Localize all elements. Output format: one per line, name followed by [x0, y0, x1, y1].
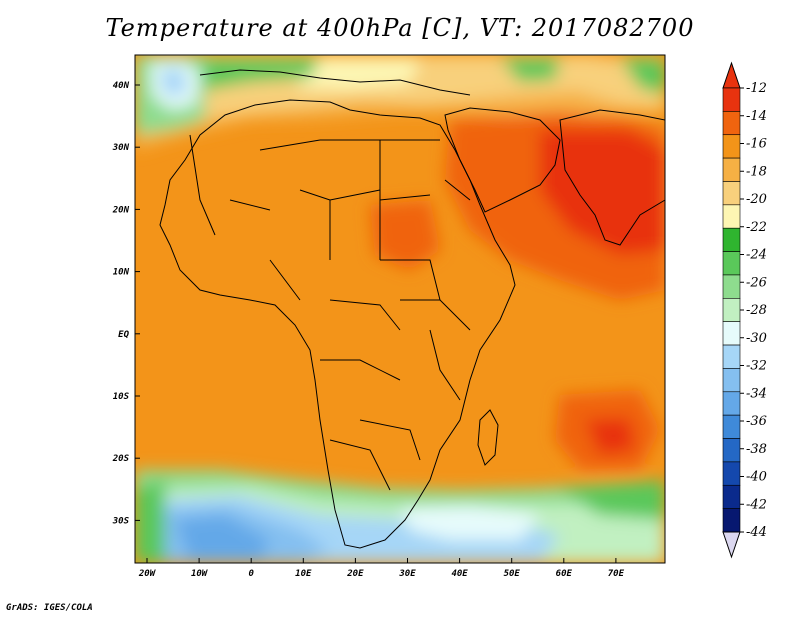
colorbar-segment: [722, 484, 741, 509]
colorbar-label: -16: [746, 137, 767, 152]
colorbar-under-arrow: [722, 531, 741, 559]
colorbar-label: -44: [746, 525, 767, 540]
colorbar-label: -32: [746, 359, 767, 374]
colorbar-segment: [722, 321, 741, 346]
lon-tick-label: 70E: [608, 569, 625, 579]
lat-tick-label: 30N: [112, 143, 130, 153]
colorbar-segment: [722, 508, 741, 533]
colorbar-label: -18: [746, 164, 767, 179]
colorbar-label: -28: [746, 303, 767, 318]
lon-tick-label: 50E: [504, 569, 521, 579]
map-title: Temperature at 400hPa [C], VT: 201708270…: [105, 14, 695, 42]
lon-tick-label: 10E: [295, 569, 312, 579]
colorbar-segment: [722, 414, 741, 439]
axis-ticks: 20W 10W 0 10E 20E 30E 40E 50E 60E 70E 40N 30N 20N 10N…: [112, 81, 625, 579]
lat-tick-label: 20S: [112, 454, 130, 464]
colorbar: -12 -14 -16 -18 -20 -22 -24 -26 -28 -30 -32 -34 -36 -…: [722, 61, 767, 559]
colorbar-segment: [722, 157, 741, 182]
colorbar-segment: [722, 344, 741, 369]
temperature-field: [135, 55, 665, 563]
colorbar-segment: [722, 298, 741, 322]
colorbar-segment: [722, 251, 741, 276]
colorbar-segment: [722, 438, 741, 463]
colorbar-label: -24: [746, 248, 767, 263]
colorbar-label: -34: [746, 386, 767, 401]
country-borders: [159, 69, 666, 549]
colorbar-label: -20: [746, 192, 767, 207]
colorbar-label: -12: [746, 81, 767, 96]
lon-tick-label: 40E: [451, 569, 468, 579]
lon-tick-label: 10W: [191, 569, 209, 579]
colorbar-label: -22: [746, 220, 767, 235]
colorbar-label: -30: [746, 331, 767, 346]
colorbar-label: -36: [746, 414, 767, 429]
lon-tick-label: 20E: [346, 569, 364, 579]
colorbar-segment: [722, 111, 741, 136]
colorbar-segment: [722, 391, 741, 416]
colorbar-segment: [722, 181, 741, 206]
colorbar-segment: [722, 227, 741, 252]
colorbar-segment: [722, 87, 741, 112]
colorbar-segment: [722, 204, 741, 229]
lat-tick-label: 40N: [113, 81, 130, 91]
lon-tick-label: 60E: [556, 569, 573, 579]
lat-tick-label: 10N: [113, 268, 130, 278]
lon-tick-label: 30E: [398, 569, 416, 579]
colorbar-label: -38: [746, 442, 767, 457]
colorbar-label: -14: [746, 109, 767, 124]
colorbar-segment: [722, 274, 741, 299]
colorbar-label: -40: [746, 470, 767, 485]
lat-tick-label: EQ: [118, 330, 129, 340]
lat-tick-label: 30S: [112, 516, 130, 526]
colorbar-segment: [722, 368, 741, 393]
lon-tick-label: 0: [248, 569, 254, 579]
lat-tick-label: 20N: [112, 205, 130, 215]
colorbar-over-arrow: [722, 61, 741, 89]
lon-tick-label: 20W: [138, 569, 157, 579]
credit-label: GrADS: IGES/COLA: [6, 603, 93, 613]
lat-tick-label: 10S: [113, 392, 130, 402]
colorbar-label: -42: [746, 497, 767, 512]
colorbar-segment: [722, 134, 741, 159]
colorbar-segment: [722, 461, 741, 486]
plot-frame: [134, 54, 666, 564]
colorbar-label: -26: [746, 275, 767, 290]
